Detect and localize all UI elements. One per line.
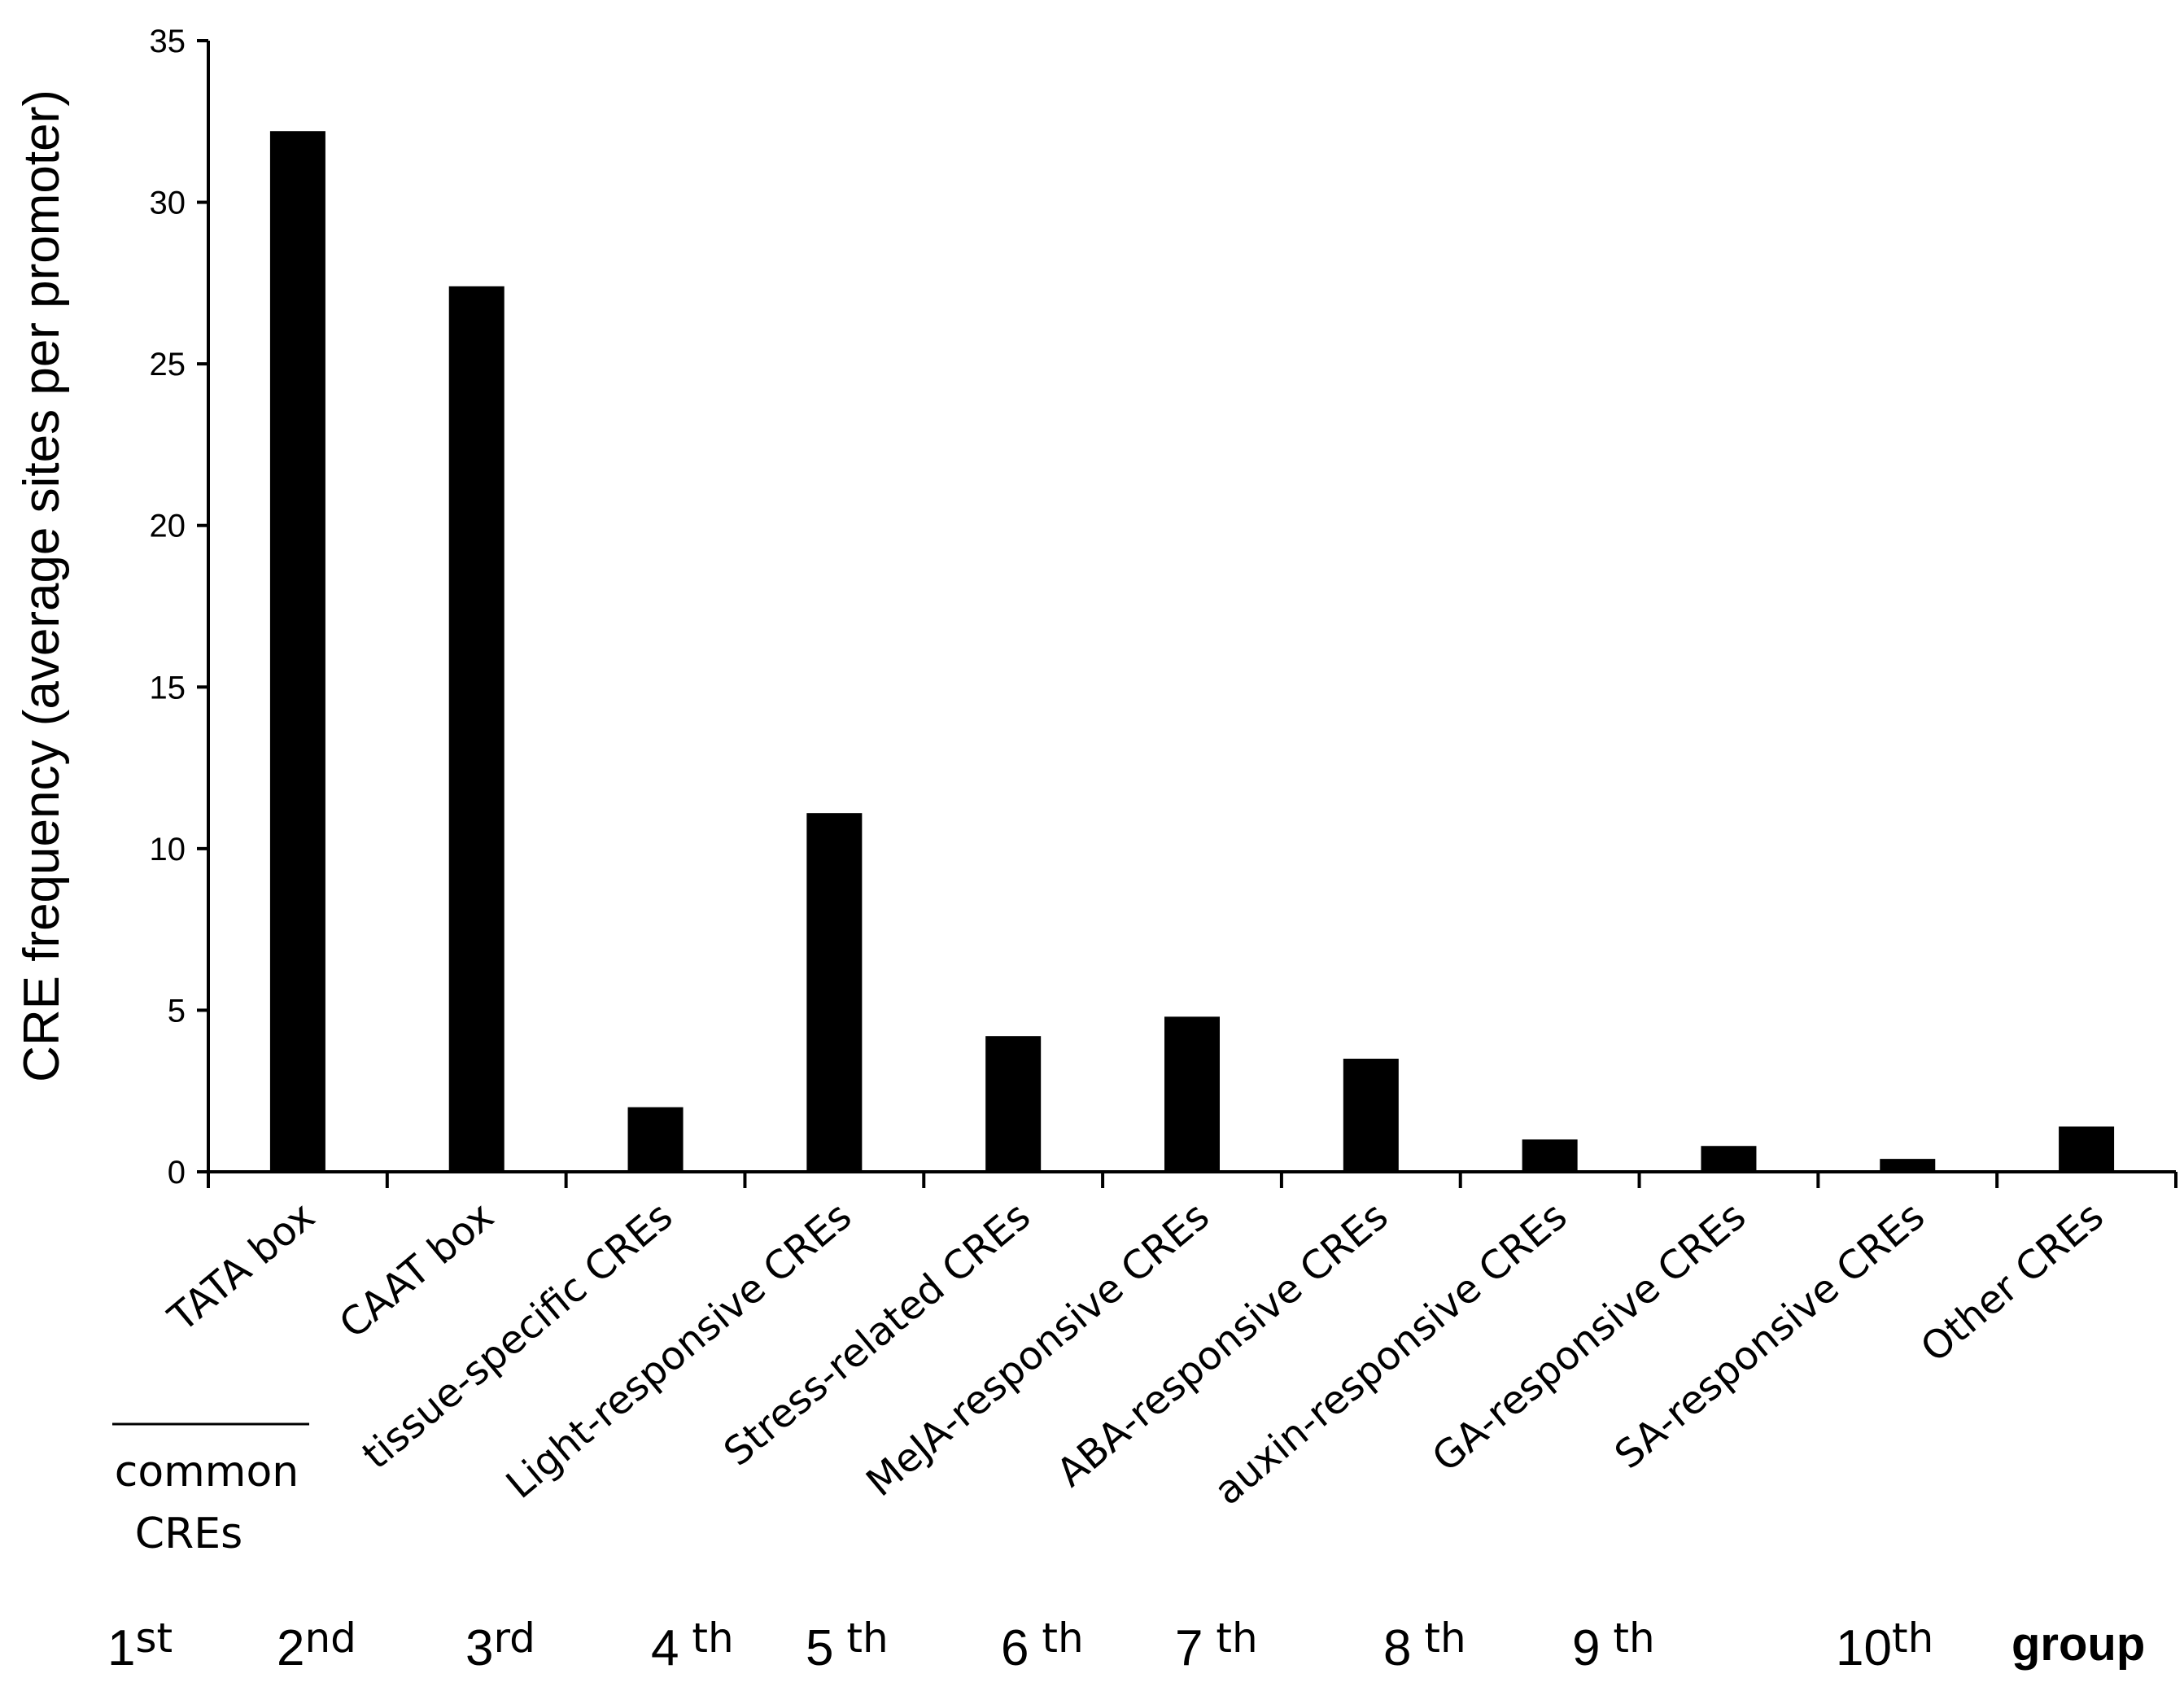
group-labels: 1st 2nd 3rd 4 th 5 th 6 th 7 th 8 th 9 th 10th (107, 1615, 1933, 1676)
group-ordinal-suffix: st (135, 1615, 173, 1662)
group-number: 9 (1572, 1620, 1600, 1676)
x-category-label: Stress-related CREs (715, 1193, 1039, 1475)
y-tick-label: 5 (168, 993, 186, 1029)
group-label: 8 th (1383, 1615, 1466, 1676)
group-ordinal-suffix: th (1203, 1615, 1257, 1662)
group-word-label: group (2011, 1618, 2145, 1671)
group-label: 6 th (1001, 1615, 1084, 1676)
x-category-label: GA-responsive CREs (1424, 1193, 1754, 1481)
group-number: 10 (1836, 1620, 1892, 1676)
y-tick-label: 0 (168, 1155, 186, 1191)
group-number: 8 (1383, 1620, 1411, 1676)
y-tick-label: 25 (150, 347, 186, 382)
group-label: 10th (1836, 1615, 1933, 1676)
bar (2059, 1126, 2115, 1172)
x-category-label: auxin-responsive CREs (1206, 1193, 1576, 1514)
group-label: 5 th (806, 1615, 889, 1676)
common-cres-note: common CREs (112, 1422, 309, 1558)
common-cres-label-line2: CREs (135, 1510, 242, 1558)
bar (627, 1107, 684, 1172)
group-number: 4 (651, 1620, 679, 1676)
group-label: 4 th (651, 1615, 734, 1676)
group-ordinal-suffix: th (833, 1615, 888, 1662)
x-category-label: TATA box (159, 1193, 324, 1341)
x-category-label: MeJA-responsive CREs (858, 1193, 1217, 1505)
group-label: 9 th (1572, 1615, 1655, 1676)
bar (448, 286, 505, 1172)
x-axis (207, 1170, 2177, 1188)
common-cres-label-line1: common (115, 1448, 299, 1497)
group-number: 6 (1001, 1620, 1029, 1676)
y-axis: 0 5 10 15 20 25 30 35 (150, 24, 210, 1191)
bar (1522, 1139, 1578, 1172)
group-ordinal-suffix: rd (493, 1615, 535, 1662)
y-tick-label: 20 (150, 509, 186, 544)
group-number: 5 (806, 1620, 833, 1676)
group-number: 2 (277, 1620, 304, 1676)
bar (1880, 1159, 1936, 1172)
group-ordinal-suffix: th (1892, 1615, 1933, 1662)
y-tick-label: 10 (150, 832, 186, 867)
group-label: 7 th (1175, 1615, 1258, 1676)
bar (1343, 1059, 1399, 1172)
group-ordinal-suffix: th (679, 1615, 733, 1662)
y-tick-label: 35 (150, 24, 186, 59)
group-number: 3 (465, 1620, 493, 1676)
x-category-label: CAAT box (331, 1193, 503, 1348)
x-category-label: SA-responsive CREs (1606, 1193, 1933, 1478)
group-ordinal-suffix: th (1600, 1615, 1654, 1662)
bars (269, 131, 2115, 1173)
group-label: 1st (107, 1615, 173, 1676)
group-ordinal-suffix: th (1029, 1615, 1083, 1662)
bar (985, 1036, 1042, 1172)
y-tick-label: 30 (150, 186, 186, 221)
bar (1701, 1146, 1757, 1172)
group-ordinal-suffix: nd (304, 1615, 356, 1662)
group-number: 7 (1175, 1620, 1203, 1676)
x-category-label: ABA-responsive CREs (1048, 1193, 1396, 1496)
x-category-label: Other CREs (1912, 1193, 2112, 1371)
y-tick-label: 15 (150, 670, 186, 706)
group-ordinal-suffix: th (1411, 1615, 1465, 1662)
group-label: 3rd (465, 1615, 535, 1676)
bar (806, 813, 863, 1172)
group-label: 2nd (277, 1615, 356, 1676)
bar (1164, 1016, 1220, 1172)
x-category-label: tissue-specific CREs (354, 1193, 681, 1478)
group-number: 1 (107, 1620, 135, 1676)
y-axis-title: CRE frequency (average sites per promote… (14, 90, 70, 1082)
bar (269, 131, 325, 1173)
x-category-label: Light-responsive CREs (498, 1193, 860, 1507)
